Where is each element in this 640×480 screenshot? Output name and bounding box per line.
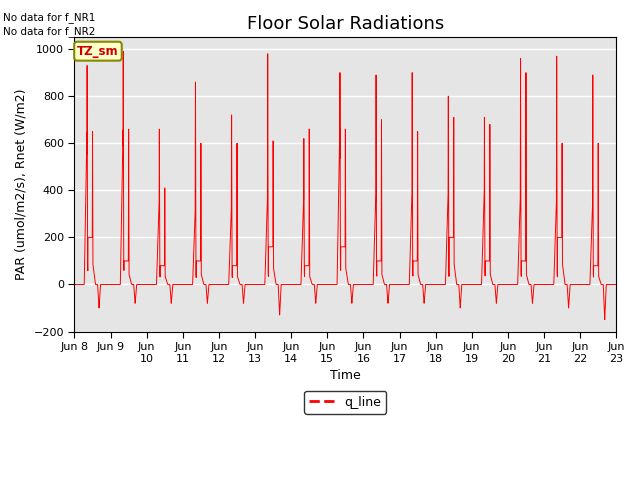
Text: No data for f_NR2: No data for f_NR2 bbox=[3, 26, 95, 37]
Legend: q_line: q_line bbox=[305, 391, 387, 414]
Text: TZ_sm: TZ_sm bbox=[77, 45, 119, 58]
X-axis label: Time: Time bbox=[330, 369, 361, 382]
Y-axis label: PAR (umol/m2/s), Rnet (W/m2): PAR (umol/m2/s), Rnet (W/m2) bbox=[15, 89, 28, 280]
Text: No data for f_NR1: No data for f_NR1 bbox=[3, 12, 95, 23]
Title: Floor Solar Radiations: Floor Solar Radiations bbox=[247, 15, 444, 33]
